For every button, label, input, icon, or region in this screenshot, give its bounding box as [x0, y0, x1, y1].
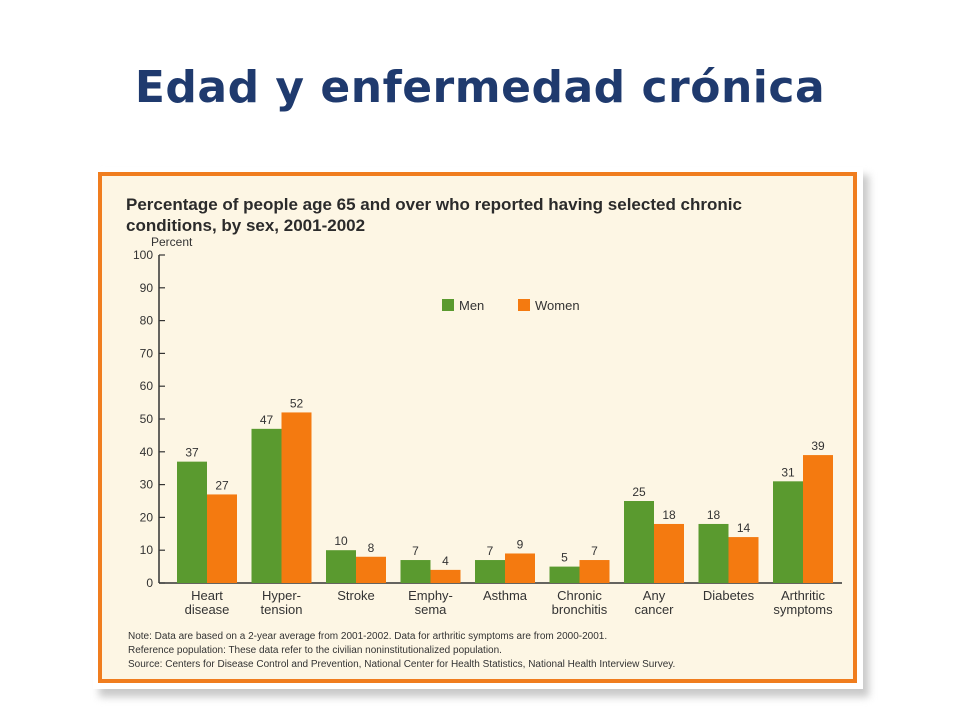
data-label: 52: [290, 396, 304, 410]
y-tick-label: 0: [146, 576, 153, 590]
category-label: symptoms: [773, 602, 833, 617]
y-tick-label: 20: [140, 510, 154, 524]
legend-swatch-men: [442, 299, 454, 311]
data-label: 14: [737, 521, 751, 535]
data-label: 27: [215, 478, 229, 492]
category-label: Chronic: [557, 588, 602, 603]
y-tick-label: 40: [140, 445, 154, 459]
y-tick-label: 50: [140, 412, 154, 426]
bar-men: [773, 481, 803, 583]
data-label: 7: [487, 544, 494, 558]
bar-women: [356, 556, 386, 583]
legend-label-women: Women: [535, 298, 580, 313]
bar-men: [475, 560, 505, 583]
data-label: 8: [368, 541, 375, 555]
category-label: bronchitis: [552, 602, 608, 617]
reference-population-line: Reference population: These data refer t…: [128, 645, 502, 656]
bar-men: [251, 428, 282, 583]
data-label: 5: [561, 551, 568, 565]
bar-women: [281, 412, 312, 583]
data-label: 7: [591, 544, 598, 558]
chart-panel: Percentage of people age 65 and over who…: [98, 172, 857, 683]
bar-women: [728, 537, 759, 583]
bar-men: [698, 523, 729, 583]
bar-women: [803, 455, 833, 583]
data-label: 37: [185, 446, 199, 460]
note-line: Note: Data are based on a 2-year average…: [128, 631, 608, 642]
bar-women: [430, 569, 461, 583]
category-label: Diabetes: [703, 588, 755, 603]
y-axis-label: Percent: [151, 235, 193, 249]
y-tick-label: 10: [140, 543, 154, 557]
chart-title: Percentage of people age 65 and over who…: [126, 195, 742, 235]
data-label: 4: [442, 554, 449, 568]
chart-figure: Percentage of people age 65 and over who…: [93, 167, 863, 689]
bar-women: [579, 560, 610, 583]
category-label: Hyper-: [262, 588, 301, 603]
data-label: 7: [412, 544, 419, 558]
bar-men: [400, 560, 431, 583]
bar-chart: Percent 0 10 20 30 40 50 60 70 80 90 100 37 27 Heartdi…: [133, 235, 842, 617]
y-tick-label: 70: [140, 346, 154, 360]
category-label: Arthritic: [781, 588, 826, 603]
data-label: 47: [260, 413, 274, 427]
category-label: Stroke: [337, 588, 375, 603]
category-label: tension: [261, 602, 303, 617]
data-label: 18: [707, 508, 721, 522]
y-tick-label: 60: [140, 379, 154, 393]
data-label: 9: [517, 537, 524, 551]
data-label: 18: [662, 508, 676, 522]
bar-women: [505, 553, 535, 583]
bar-women: [654, 523, 684, 583]
slide-title: Edad y enfermedad crónica: [134, 62, 826, 113]
legend-label-men: Men: [459, 298, 484, 313]
category-label: Asthma: [483, 588, 528, 603]
bar-men: [326, 550, 356, 583]
data-label: 39: [811, 439, 825, 453]
source-line: Source: Centers for Disease Control and …: [128, 659, 676, 670]
bar-men: [177, 461, 207, 583]
data-label: 31: [781, 465, 795, 479]
y-tick-label: 30: [140, 478, 154, 492]
category-label: cancer: [634, 602, 674, 617]
category-label: disease: [185, 602, 230, 617]
category-label: Emphy-: [408, 588, 453, 603]
y-tick-label: 100: [133, 248, 153, 262]
bar-women: [207, 494, 237, 583]
category-label: Any: [643, 588, 666, 603]
bar-men: [549, 566, 580, 583]
chart-notes: Note: Data are based on a 2-year average…: [128, 630, 848, 672]
bar-men: [624, 501, 654, 583]
data-label: 10: [334, 534, 348, 548]
y-tick-label: 80: [140, 314, 154, 328]
category-label: Heart: [191, 588, 223, 603]
data-label: 25: [632, 485, 646, 499]
legend-swatch-women: [518, 299, 530, 311]
y-tick-label: 90: [140, 281, 154, 295]
category-label: sema: [415, 602, 448, 617]
